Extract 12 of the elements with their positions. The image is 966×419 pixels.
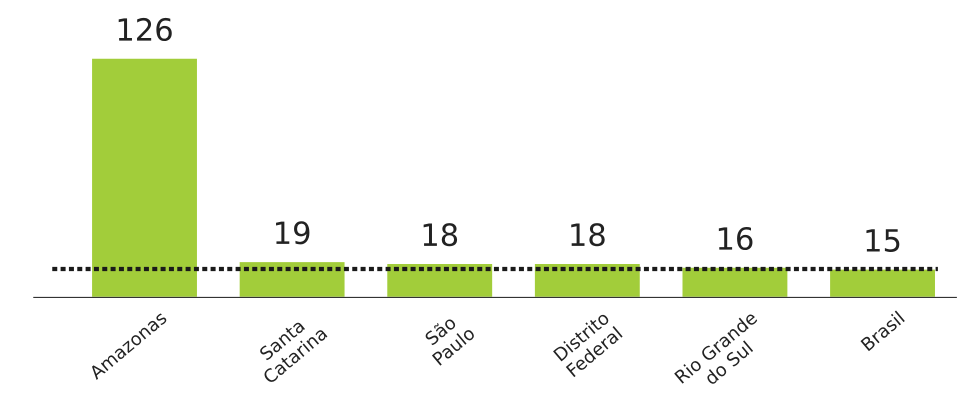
bar [681,266,789,298]
data-label: 19 [276,221,310,244]
data-label: 126 [118,18,172,42]
bar [238,260,346,298]
data-label: 15 [866,229,900,252]
bar [533,262,642,298]
data-label: 18 [571,223,605,246]
bar [386,262,494,298]
bar [828,268,936,298]
data-label: 18 [424,223,458,246]
data-label: 16 [718,226,752,250]
bar [90,57,198,298]
